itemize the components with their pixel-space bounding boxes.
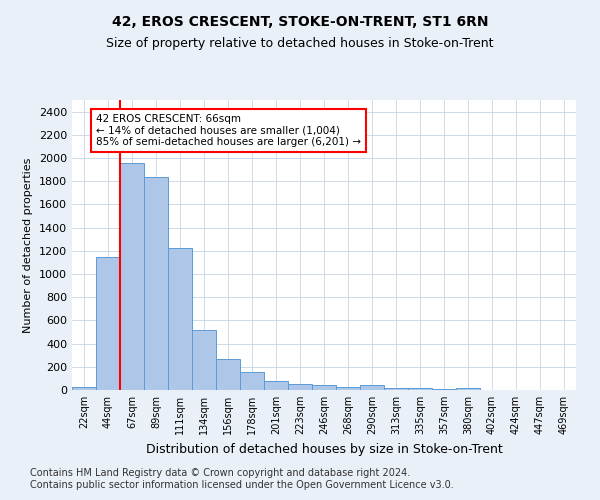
Bar: [360, 386, 384, 390]
Bar: [408, 388, 432, 390]
Bar: [288, 384, 312, 390]
Text: 42, EROS CRESCENT, STOKE-ON-TRENT, ST1 6RN: 42, EROS CRESCENT, STOKE-ON-TRENT, ST1 6…: [112, 15, 488, 29]
Bar: [264, 380, 288, 390]
Bar: [168, 248, 192, 390]
Bar: [216, 360, 240, 390]
Y-axis label: Number of detached properties: Number of detached properties: [23, 158, 34, 332]
Bar: [240, 372, 264, 390]
Bar: [336, 387, 360, 390]
Text: Contains public sector information licensed under the Open Government Licence v3: Contains public sector information licen…: [30, 480, 454, 490]
Bar: [96, 256, 120, 390]
Text: Size of property relative to detached houses in Stoke-on-Trent: Size of property relative to detached ho…: [106, 38, 494, 51]
Text: 42 EROS CRESCENT: 66sqm
← 14% of detached houses are smaller (1,004)
85% of semi: 42 EROS CRESCENT: 66sqm ← 14% of detache…: [96, 114, 361, 147]
Bar: [120, 162, 144, 390]
Bar: [192, 330, 216, 390]
Text: Contains HM Land Registry data © Crown copyright and database right 2024.: Contains HM Land Registry data © Crown c…: [30, 468, 410, 477]
Bar: [72, 386, 96, 390]
X-axis label: Distribution of detached houses by size in Stoke-on-Trent: Distribution of detached houses by size …: [146, 442, 502, 456]
Bar: [312, 385, 336, 390]
Bar: [144, 176, 168, 390]
Bar: [456, 388, 480, 390]
Bar: [384, 388, 408, 390]
